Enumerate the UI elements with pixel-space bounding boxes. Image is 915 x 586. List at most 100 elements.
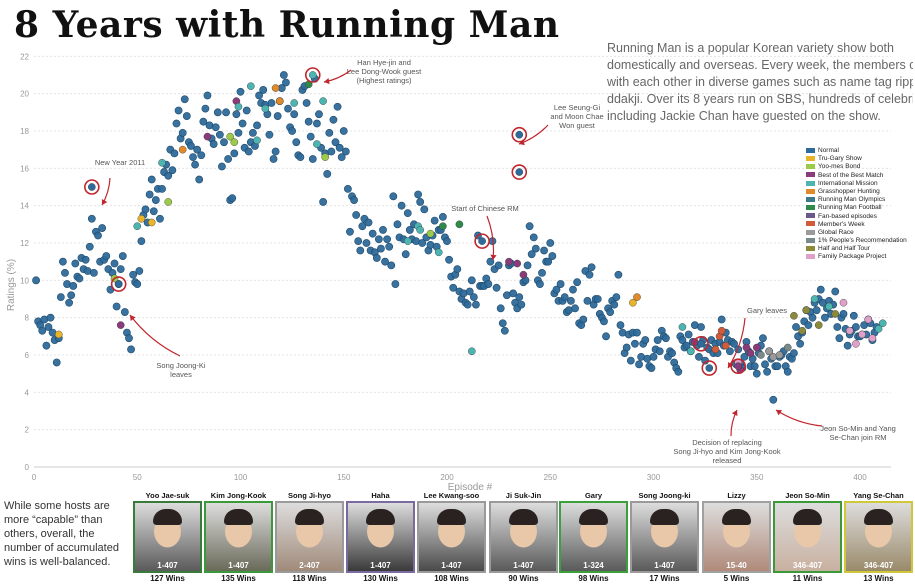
data-point — [381, 257, 389, 266]
data-point — [792, 323, 800, 331]
data-point — [120, 308, 129, 316]
host-card: Song Ji-hyo 2-407 118 Wins — [275, 491, 344, 583]
highlight-ring — [511, 126, 528, 143]
annotation: Jeon So-Min and Yang Se-Chan join RM — [775, 409, 896, 442]
data-point — [453, 265, 462, 274]
y-tick-label: 2 — [25, 426, 30, 435]
data-points — [32, 67, 887, 404]
data-point — [374, 235, 383, 244]
legend-item: Global Race — [806, 229, 914, 237]
data-point — [147, 175, 156, 184]
data-point — [164, 198, 173, 206]
data-point — [267, 99, 276, 107]
annotation-line: and Moon Chae — [550, 112, 603, 121]
data-point — [224, 155, 233, 163]
data-point — [38, 326, 47, 335]
data-point — [61, 268, 69, 277]
data-point — [333, 102, 342, 111]
data-point — [236, 87, 245, 96]
highlight-ring — [110, 276, 127, 292]
data-point — [116, 321, 125, 329]
data-point — [513, 259, 522, 268]
annotation: Gary leaves — [727, 306, 787, 369]
legend-swatch — [806, 155, 815, 161]
x-tick-label: 50 — [133, 473, 142, 482]
data-point — [443, 237, 451, 246]
data-point — [519, 270, 528, 279]
data-point — [195, 175, 204, 184]
legend-label: Member's Week — [818, 220, 865, 228]
data-point — [313, 119, 321, 128]
data-point — [145, 190, 154, 199]
description-line: ddakji. Over its 8 years run on SBS, hun… — [607, 92, 913, 106]
data-point — [742, 343, 751, 352]
data-point — [434, 248, 443, 257]
data-point — [304, 117, 313, 126]
data-point — [573, 278, 582, 287]
data-point — [197, 151, 206, 160]
legend-item: Half and Half Tour — [806, 245, 914, 253]
data-point — [668, 349, 677, 358]
legend-item: International Mission — [806, 180, 914, 188]
data-point — [831, 310, 840, 318]
legend-label: Best of the Best Match — [818, 171, 884, 179]
data-point — [149, 207, 158, 216]
annotation-label: Start of Chinese RM — [451, 204, 519, 213]
legend-label: 1% People's Recommendation — [818, 237, 907, 245]
legend-label: Family Package Project — [818, 253, 887, 261]
data-point — [467, 276, 476, 285]
description-line: Running Man is a popular Korean variety … — [607, 41, 894, 55]
data-point — [839, 298, 848, 307]
data-point — [269, 155, 278, 163]
arrowhead-icon — [101, 199, 108, 205]
description: Running Man is a popular Korean variety … — [607, 40, 913, 140]
data-point — [752, 369, 761, 378]
data-point — [414, 190, 423, 199]
data-point — [523, 261, 532, 270]
host-photo: 1-407 — [417, 501, 486, 573]
data-point — [211, 123, 220, 132]
legend-swatch — [806, 254, 815, 260]
legend-label: Yoo-mes Bond — [818, 163, 861, 171]
data-point — [515, 130, 524, 139]
data-point — [633, 328, 641, 337]
data-point — [114, 280, 123, 288]
data-point — [697, 339, 705, 348]
host-card: Yoo Jae-suk 1-407 127 Wins — [133, 491, 202, 583]
data-point — [230, 149, 239, 158]
data-point — [325, 128, 334, 137]
data-point — [387, 261, 396, 270]
annotation-line: Decision of replacing — [692, 438, 762, 447]
legend-swatch — [806, 205, 815, 211]
data-point — [614, 270, 623, 279]
data-point — [486, 257, 495, 266]
data-point — [209, 140, 218, 148]
legend-label: Grasshopper Hunting — [818, 187, 880, 195]
data-point — [552, 285, 561, 294]
data-point — [515, 168, 524, 176]
annotation-line: leaves — [170, 370, 192, 379]
data-point — [705, 364, 714, 372]
annotation-line: Start of Chinese RM — [451, 204, 519, 213]
description-line: with each other in diverse games such as… — [607, 75, 913, 89]
data-point — [323, 170, 332, 178]
data-point — [750, 362, 759, 371]
data-point — [438, 212, 447, 221]
hosts-note: While some hosts are more “capable” than… — [4, 500, 119, 568]
data-point — [52, 358, 61, 367]
annotations: New Year 2011 Song Joong-Ki leaves Han Hye-… — [95, 58, 896, 465]
data-point — [75, 274, 84, 283]
data-point — [218, 162, 226, 171]
annotation-label: Jeon So-Min and Yang Se-Chan join RM — [820, 424, 896, 442]
data-point — [127, 345, 135, 354]
legend-swatch — [806, 237, 815, 243]
hair-shape — [366, 509, 395, 525]
data-point — [89, 268, 98, 277]
data-point — [368, 229, 377, 238]
legend-swatch — [806, 221, 815, 227]
y-tick-label: 14 — [20, 202, 29, 211]
data-point — [232, 110, 241, 119]
data-point — [296, 153, 305, 162]
data-point — [769, 395, 778, 404]
